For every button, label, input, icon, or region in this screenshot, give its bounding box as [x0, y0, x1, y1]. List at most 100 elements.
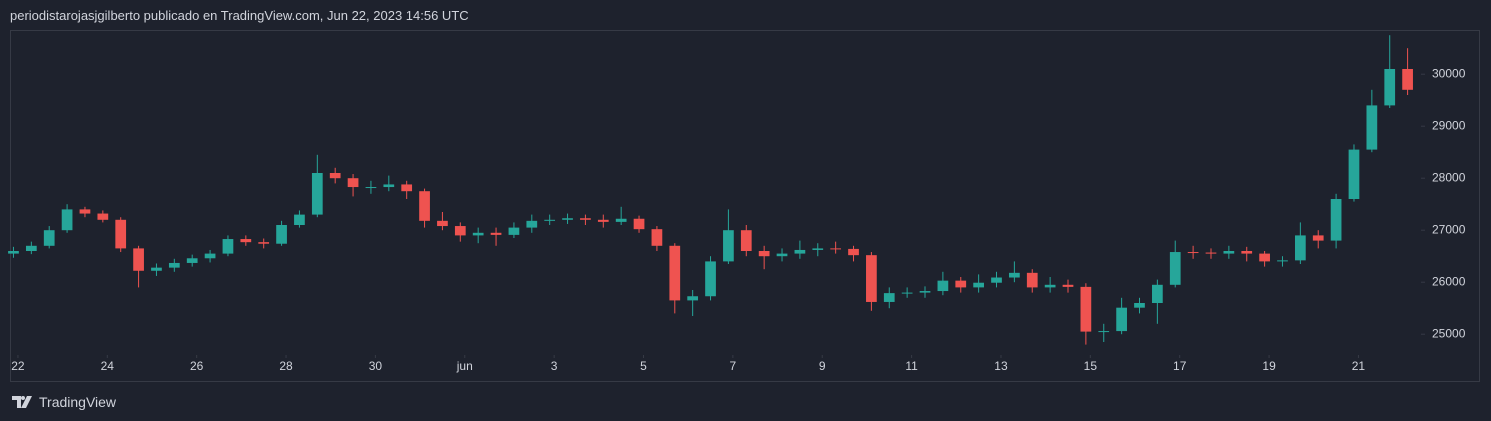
- chart-frame: [10, 30, 1480, 382]
- candle-body: [1098, 331, 1110, 333]
- candle-body: [1223, 251, 1235, 254]
- candle-body: [258, 242, 270, 244]
- candle-body: [151, 267, 162, 271]
- x-tick-label: 15: [1084, 359, 1098, 373]
- candle-body: [472, 232, 484, 236]
- candle-body: [1330, 199, 1342, 241]
- x-tick-label: 19: [1262, 359, 1276, 373]
- chart-title: periodistarojasjgilberto publicado en Tr…: [10, 8, 469, 23]
- x-tick-label: 24: [101, 359, 115, 373]
- candle-body: [437, 220, 448, 227]
- candle-body: [651, 229, 663, 246]
- x-tick-label: 17: [1173, 359, 1187, 373]
- candle-body: [615, 218, 627, 222]
- candle-body: [43, 230, 55, 246]
- y-tick-label: 25000: [1432, 326, 1466, 340]
- candle-body: [901, 292, 913, 294]
- x-tick-label: 22: [11, 359, 25, 373]
- candle-body: [633, 218, 645, 230]
- candle-body: [883, 293, 895, 302]
- candle-body: [1402, 69, 1413, 90]
- candle-body: [1009, 272, 1020, 278]
- candle-body: [1277, 260, 1288, 262]
- candle-body: [705, 261, 716, 297]
- candle-body: [1116, 307, 1127, 332]
- candle-body: [1080, 286, 1092, 332]
- x-tick-label: 26: [190, 359, 204, 373]
- candle-body: [1366, 105, 1378, 150]
- candle-body: [1187, 252, 1199, 254]
- candle-body: [454, 226, 466, 236]
- candle-body: [204, 253, 216, 259]
- candle-body: [1294, 235, 1306, 261]
- candle-body: [294, 214, 305, 225]
- x-tick-label: 7: [730, 359, 737, 373]
- candle-body: [526, 220, 538, 228]
- candle-body: [347, 178, 359, 188]
- candle-body: [1259, 253, 1270, 262]
- candle-body: [1169, 252, 1181, 285]
- y-tick-label: 27000: [1432, 222, 1466, 236]
- y-tick-label: 30000: [1432, 66, 1466, 80]
- candle-body: [61, 209, 73, 231]
- candle-body: [8, 251, 19, 254]
- candle-body: [597, 219, 609, 222]
- candle-body: [794, 249, 806, 254]
- y-tick-label: 28000: [1432, 170, 1466, 184]
- x-tick-label: 13: [994, 359, 1008, 373]
- candle-body: [401, 184, 413, 192]
- candle-body: [97, 213, 109, 220]
- y-tick-label: 26000: [1432, 274, 1466, 288]
- candle-body: [580, 218, 591, 220]
- candle-body: [508, 227, 520, 235]
- x-tick-label: 3: [551, 359, 558, 373]
- candle-body: [490, 232, 502, 235]
- candle-body: [973, 282, 984, 288]
- x-tick-label: 5: [640, 359, 647, 373]
- candle-body: [1205, 252, 1217, 254]
- candle-body: [311, 173, 323, 215]
- candle-body: [1241, 251, 1253, 254]
- candle-body: [115, 219, 127, 249]
- candle-body: [276, 225, 287, 244]
- candle-body: [848, 248, 859, 256]
- x-tick-label: 28: [279, 359, 293, 373]
- candle-body: [562, 218, 573, 220]
- candle-body: [723, 230, 734, 262]
- candle-body: [1348, 149, 1360, 199]
- candle-body: [186, 258, 198, 263]
- candle-body: [133, 248, 144, 271]
- x-tick-label: 9: [819, 359, 826, 373]
- candle-body: [168, 262, 180, 268]
- candle-body: [919, 291, 931, 293]
- x-tick-label: 21: [1352, 359, 1366, 373]
- candle-body: [812, 248, 824, 250]
- candle-body: [329, 173, 341, 179]
- x-tick-label: 11: [905, 359, 918, 373]
- candle-body: [383, 184, 395, 188]
- candle-body: [1044, 284, 1056, 288]
- brand-logo: [12, 396, 32, 408]
- brand: TradingView: [12, 394, 116, 410]
- y-tick-label: 29000: [1432, 118, 1466, 132]
- candle-body: [25, 245, 37, 251]
- candle-body: [830, 248, 842, 250]
- candle-body: [365, 187, 377, 189]
- candle-body: [1026, 272, 1038, 288]
- candle-body: [955, 280, 967, 288]
- candle-body: [240, 239, 252, 243]
- candle-body: [1062, 284, 1074, 287]
- candle-body: [740, 230, 752, 251]
- x-tick-label: jun: [456, 359, 473, 373]
- candle-body: [669, 245, 681, 301]
- candle-body: [1312, 235, 1324, 241]
- candle-body: [866, 255, 877, 302]
- brand-name: TradingView: [39, 394, 117, 410]
- candle-body: [937, 280, 949, 292]
- candle-body: [991, 277, 1002, 283]
- candle-body: [79, 209, 91, 214]
- candle-body: [1384, 69, 1396, 106]
- candle-body: [222, 239, 234, 254]
